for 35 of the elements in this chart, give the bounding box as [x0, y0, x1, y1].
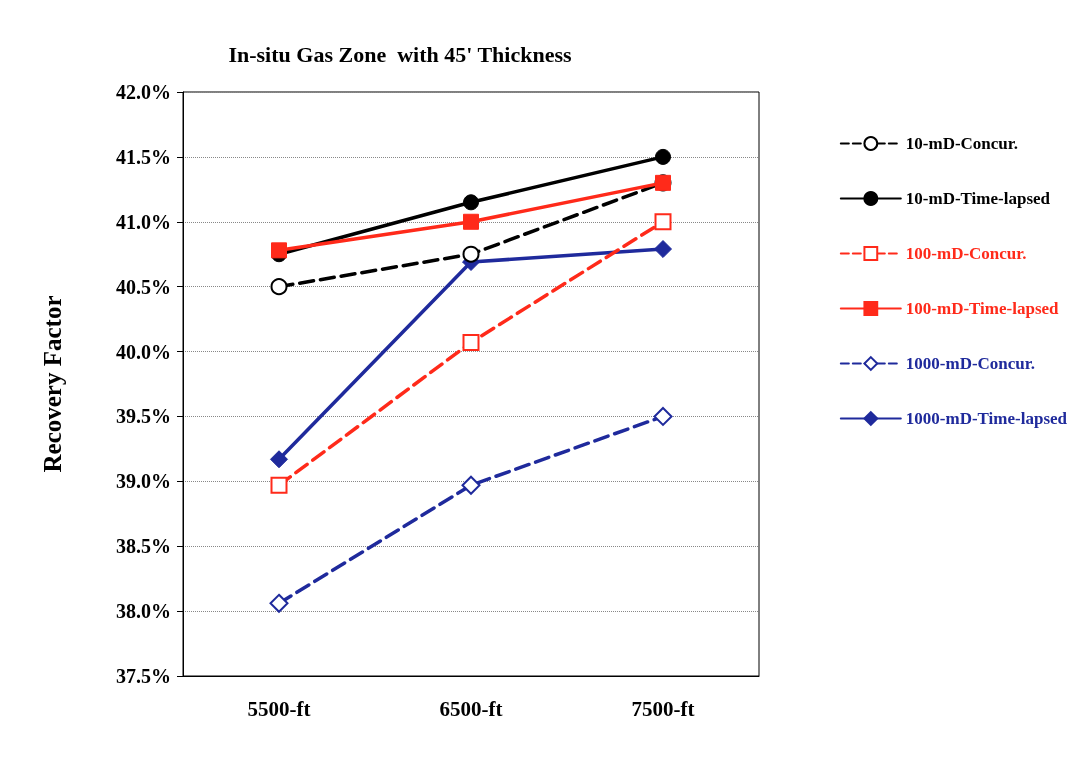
y-tick-label: 38.5%	[116, 535, 171, 558]
point	[462, 245, 480, 263]
y-tick-label: 38.0%	[116, 600, 171, 623]
point	[461, 475, 481, 495]
y-tick-label: 39.5%	[116, 405, 171, 428]
point	[654, 213, 672, 231]
legend-label: 10-mD-Time-lapsed	[905, 189, 1051, 208]
y-tick-label: 42.0%	[116, 81, 171, 103]
legend-label: 100-mD-Time-lapsed	[905, 299, 1060, 318]
legend-label: 10-mD-Concur.	[905, 134, 1019, 153]
point	[270, 278, 288, 296]
y-tick-label: 37.5%	[116, 665, 171, 687]
x-tick-label: 5500-ft	[247, 696, 311, 721]
point	[653, 406, 673, 426]
x-tick-label: 6500-ft	[439, 696, 503, 721]
point	[462, 333, 480, 351]
point	[655, 148, 671, 165]
legend-label: 1000-mD-Time-lapsed	[905, 409, 1068, 428]
point	[271, 242, 287, 259]
y-tick-label: 41.0%	[116, 210, 171, 233]
point	[463, 194, 479, 211]
y-tick-label: 39.0%	[116, 470, 171, 493]
point	[654, 240, 672, 259]
y-tick-label: 40.5%	[116, 275, 171, 298]
point	[269, 593, 289, 613]
legend-label: 100-mD-Concur.	[905, 244, 1027, 263]
point	[270, 450, 288, 469]
chart-title: In-situ Gas Zone with 45' Thickness	[228, 41, 572, 67]
legend-label: 1000-mD-Concur.	[905, 354, 1036, 373]
y-axis-title: Recovery Factor	[39, 295, 66, 473]
point	[463, 213, 479, 230]
point	[270, 476, 288, 494]
x-tick-label: 7500-ft	[631, 696, 695, 721]
y-tick-label: 40.0%	[116, 340, 171, 363]
y-tick-label: 41.5%	[116, 145, 171, 168]
